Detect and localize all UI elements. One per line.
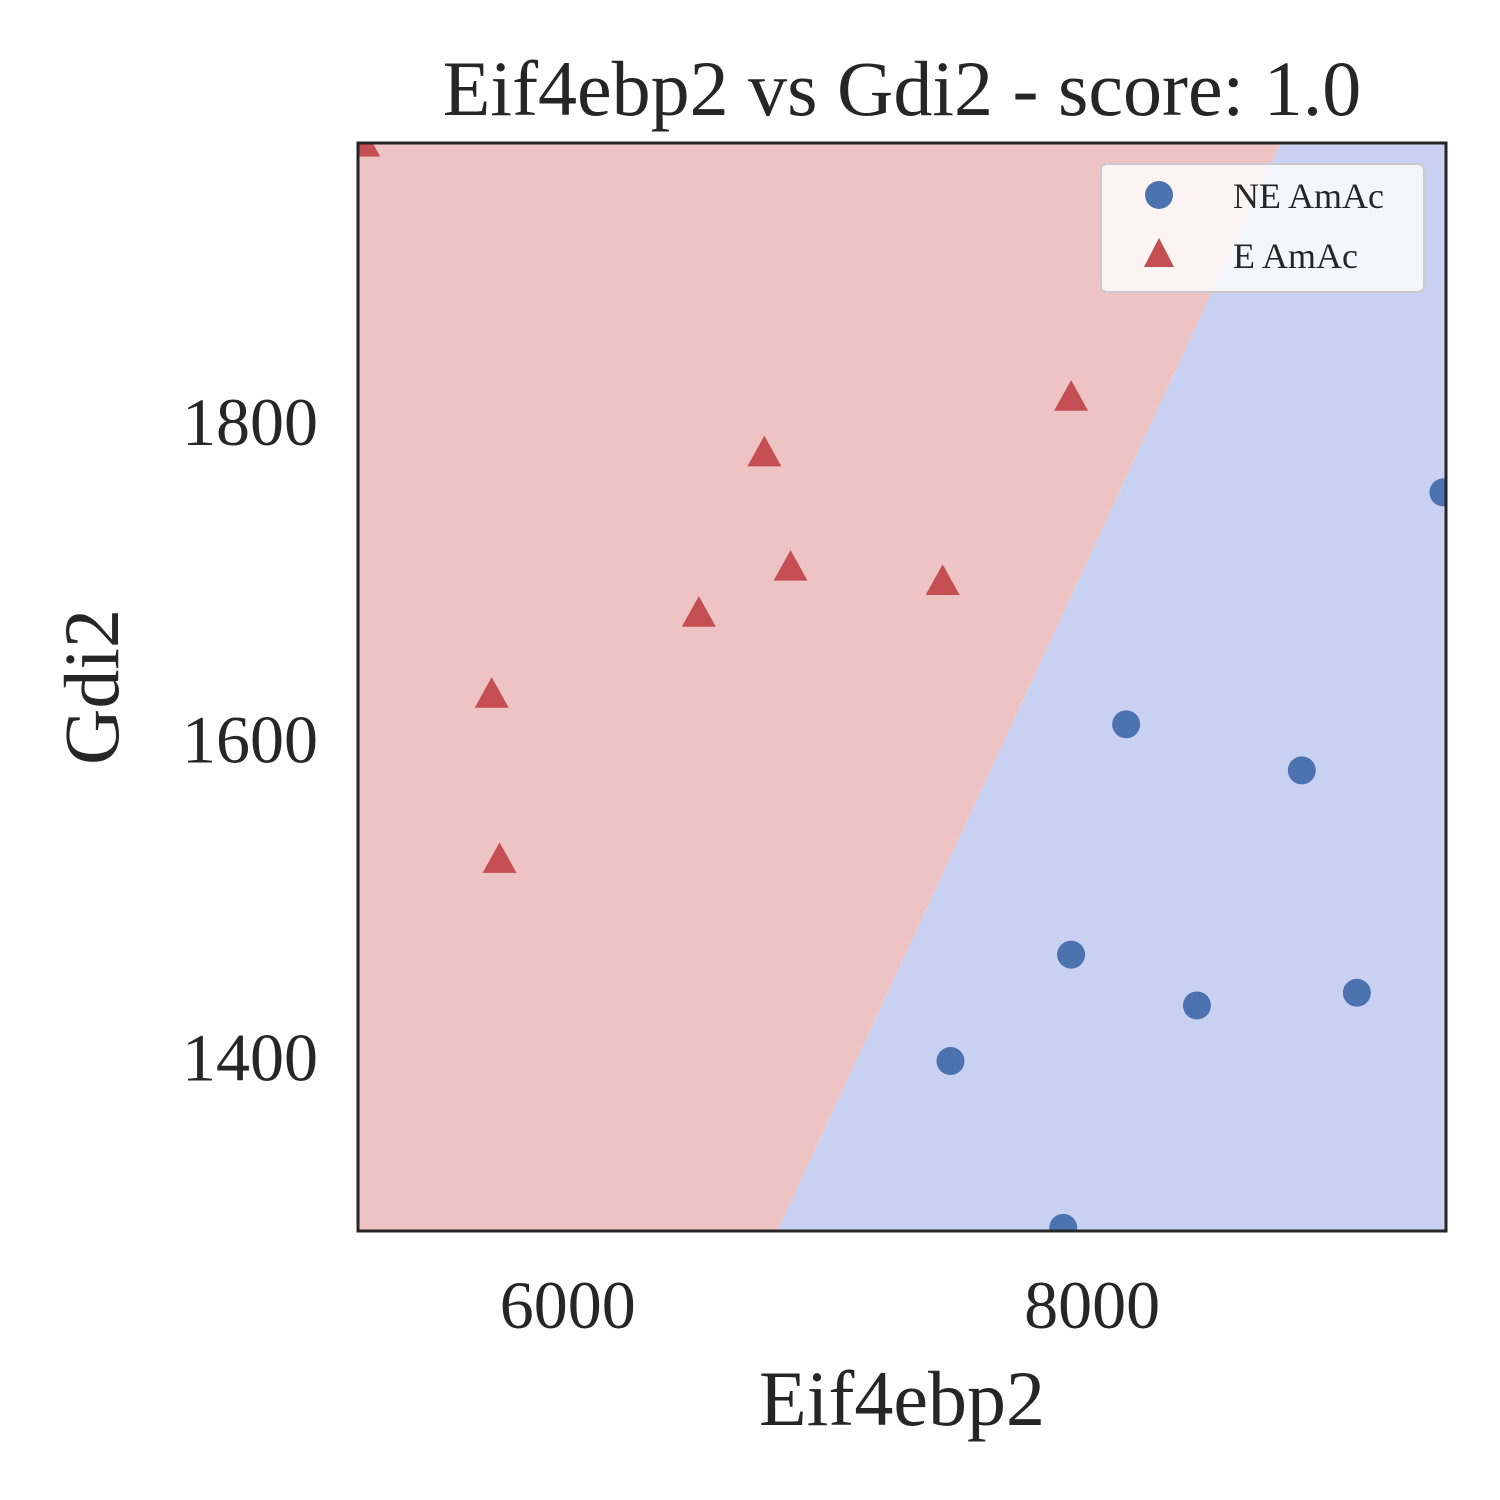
legend-circle-marker [1145, 181, 1173, 209]
legend-triangle-marker [1144, 238, 1174, 267]
e-amac-point [681, 596, 716, 627]
ne-amac-point [1049, 1213, 1078, 1231]
e-amac-point [925, 564, 960, 595]
ne-amac-point [1112, 710, 1141, 739]
ne-amac-point [936, 1047, 965, 1076]
e-amac-point [482, 842, 517, 873]
y-tick-label: 1400 [182, 1019, 318, 1095]
x-axis-label: Eif4ebp2 [759, 1355, 1045, 1442]
e-amac-point [474, 677, 509, 708]
legend-label-e-amac: E AmAc [1233, 236, 1358, 276]
y-tick-label: 1800 [182, 384, 318, 460]
decision-regions [358, 143, 1446, 1231]
x-tick-label: 8000 [1024, 1267, 1160, 1343]
data-points [358, 143, 1446, 1231]
ne-amac-point [1287, 756, 1316, 785]
ne-amac-point [1429, 478, 1446, 507]
e-amac-point [773, 550, 808, 581]
chart-title: Eif4ebp2 vs Gdi2 - score: 1.0 [443, 45, 1361, 132]
legend: NE AmAc E AmAc [1100, 163, 1425, 293]
ne-amac-point [1342, 978, 1371, 1007]
region-ne-amac [777, 143, 1446, 1231]
region-e-amac [358, 143, 1281, 1231]
e-amac-point [1054, 380, 1089, 411]
y-tick-label: 1600 [182, 702, 318, 778]
y-axis-label: Gdi2 [48, 609, 135, 765]
x-tick-label: 6000 [500, 1267, 636, 1343]
y-tick-labels: 1400 1600 1800 [182, 384, 318, 1095]
e-amac-point [747, 435, 782, 467]
ne-amac-point [1057, 940, 1086, 969]
legend-box [1100, 163, 1425, 293]
x-tick-labels: 6000 8000 [500, 1267, 1160, 1343]
ne-amac-point [1182, 991, 1211, 1020]
plot-frame [356, 141, 1448, 1233]
e-amac-point [358, 143, 381, 157]
legend-label-ne-amac: NE AmAc [1233, 176, 1384, 216]
